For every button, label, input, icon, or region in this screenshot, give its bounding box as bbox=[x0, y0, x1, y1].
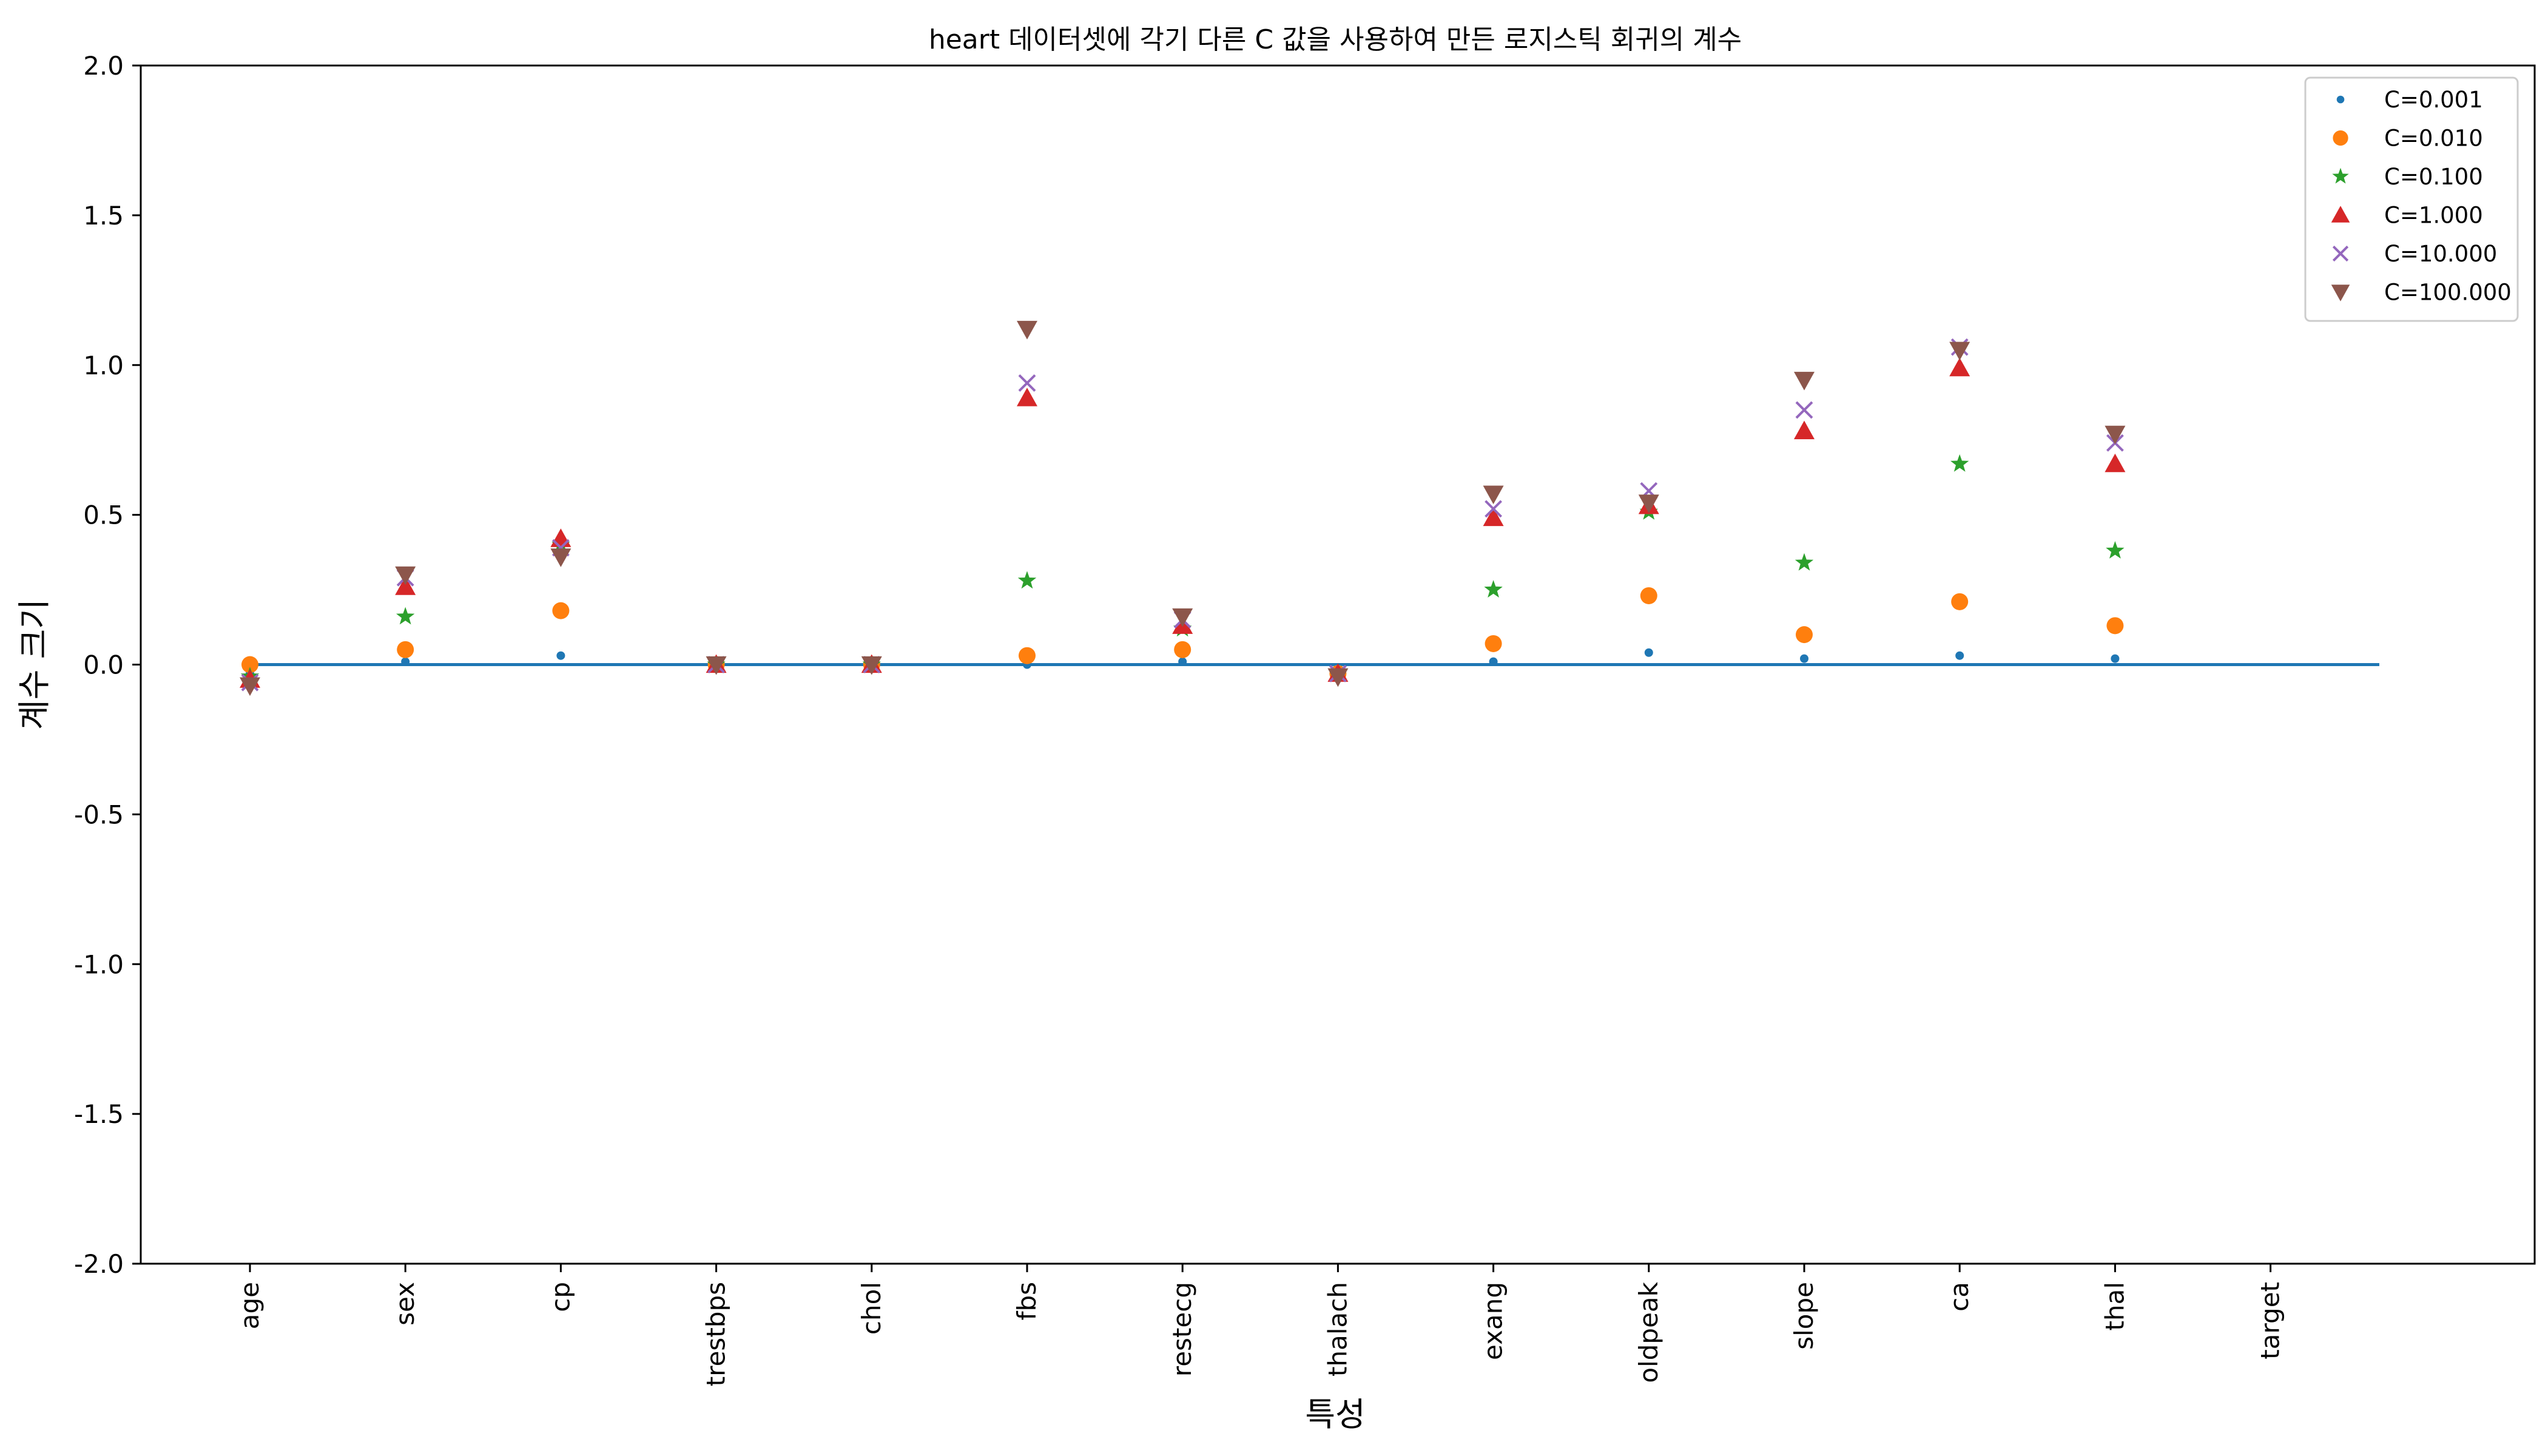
data-point-5-exang bbox=[1483, 485, 1504, 505]
y-tick-label: -0.5 bbox=[74, 800, 124, 829]
data-point-3-fbs bbox=[1017, 388, 1037, 406]
legend-marker-5 bbox=[2331, 285, 2350, 302]
data-point-0-oldpeak bbox=[1644, 648, 1653, 657]
data-point-5-oldpeak bbox=[1638, 494, 1659, 513]
x-tick-label-slope: slope bbox=[1789, 1282, 1819, 1350]
data-point-1-slope bbox=[1796, 626, 1813, 644]
legend-marker-2 bbox=[2332, 167, 2349, 184]
x-axis-label: 특성 bbox=[1305, 1395, 1365, 1434]
legend-label-2: C=0.100 bbox=[2384, 164, 2483, 190]
data-point-0-slope bbox=[1800, 654, 1808, 663]
x-tick-label-oldpeak: oldpeak bbox=[1634, 1281, 1663, 1383]
y-tick-label: 1.0 bbox=[83, 351, 124, 380]
legend-label-3: C=1.000 bbox=[2384, 203, 2483, 229]
y-axis-label: 계수 크기 bbox=[15, 599, 53, 730]
data-point-5-age bbox=[240, 677, 260, 696]
data-point-5-trestbps bbox=[706, 656, 727, 675]
legend-marker-0 bbox=[2336, 95, 2345, 104]
data-point-5-fbs bbox=[1017, 320, 1037, 340]
data-point-0-ca bbox=[1955, 651, 1964, 660]
y-tick-label: 1.5 bbox=[83, 201, 124, 231]
data-point-1-exang bbox=[1485, 635, 1502, 652]
legend-label-1: C=0.010 bbox=[2384, 126, 2483, 152]
plot-area: -2.0 -1.5 -1.0 -0.5 0.0 0.5 1.0 1.5 2.0 age sex cp t… bbox=[74, 51, 2536, 1386]
y-tick-label: -1.5 bbox=[74, 1099, 124, 1129]
legend: C=0.001 C=0.010 C=0.100 C=1.000 C=10.000 C=10… bbox=[2304, 76, 2519, 322]
y-tick-label: 0.5 bbox=[83, 500, 124, 530]
data-point-2-thal bbox=[2106, 541, 2125, 559]
legend-label-0: C=0.001 bbox=[2384, 87, 2483, 113]
y-tick-label: -1.0 bbox=[74, 949, 124, 979]
data-point-4-slope bbox=[1795, 401, 1813, 419]
x-tick-label-target: target bbox=[2256, 1282, 2285, 1360]
data-point-0-sex bbox=[401, 657, 410, 666]
data-point-1-fbs bbox=[1019, 647, 1036, 664]
x-tick-label-chol: chol bbox=[857, 1282, 886, 1335]
y-tick-label: -2.0 bbox=[74, 1249, 124, 1279]
legend-marker-3 bbox=[2331, 206, 2350, 223]
data-point-4-exang bbox=[1485, 500, 1503, 518]
data-point-0-cp bbox=[556, 651, 565, 660]
data-point-1-age bbox=[241, 656, 258, 673]
data-point-1-thal bbox=[2106, 617, 2124, 635]
data-point-3-sex bbox=[395, 576, 416, 595]
data-point-1-ca bbox=[1951, 593, 1969, 610]
data-point-3-thal bbox=[2105, 453, 2126, 473]
chart-title: heart 데이터셋에 각기 다른 C 값을 사용하여 만든 로지스틱 회귀의 … bbox=[929, 24, 1742, 55]
legend-marker-4 bbox=[2332, 245, 2349, 262]
data-point-5-thalach bbox=[1327, 668, 1349, 687]
legend-marker-1 bbox=[2333, 130, 2348, 146]
data-point-3-slope bbox=[1794, 420, 1815, 439]
data-point-5-thal bbox=[2105, 425, 2126, 445]
data-point-1-sex bbox=[397, 641, 414, 658]
x-tick-label-thalach: thalach bbox=[1323, 1282, 1352, 1377]
data-point-3-ca bbox=[1949, 357, 1970, 377]
data-point-5-cp bbox=[550, 548, 571, 567]
data-point-0-exang bbox=[1489, 657, 1498, 666]
data-point-3-exang bbox=[1483, 507, 1504, 527]
x-tick-label-cp: cp bbox=[545, 1282, 575, 1312]
data-point-1-oldpeak bbox=[1640, 587, 1657, 604]
data-point-2-sex bbox=[396, 607, 415, 625]
x-tick-label-trestbps: trestbps bbox=[701, 1282, 731, 1386]
data-point-2-ca bbox=[1950, 454, 1969, 472]
data-point-0-thal bbox=[2111, 654, 2120, 663]
data-point-5-ca bbox=[1949, 342, 1970, 361]
x-tick-label-exang: exang bbox=[1478, 1282, 1508, 1360]
x-tick-label-thal: thal bbox=[2100, 1282, 2129, 1331]
data-point-1-restecg bbox=[1174, 641, 1191, 658]
legend-label-4: C=10.000 bbox=[2384, 241, 2497, 267]
data-point-5-restecg bbox=[1172, 608, 1193, 627]
data-point-5-chol bbox=[861, 656, 882, 675]
x-tick-label-sex: sex bbox=[390, 1282, 420, 1326]
data-point-2-exang bbox=[1484, 580, 1503, 598]
data-point-2-fbs bbox=[1017, 571, 1037, 589]
data-point-2-slope bbox=[1795, 553, 1814, 571]
data-point-5-slope bbox=[1794, 371, 1815, 391]
data-point-0-restecg bbox=[1178, 657, 1187, 666]
x-tick-label-age: age bbox=[235, 1282, 265, 1329]
x-tick-label-restecg: restecg bbox=[1167, 1282, 1197, 1377]
data-point-1-cp bbox=[552, 602, 570, 619]
y-tick-label: 2.0 bbox=[83, 51, 124, 81]
legend-box bbox=[2304, 76, 2519, 322]
x-tick-label-ca: ca bbox=[1944, 1282, 1974, 1312]
legend-label-5: C=100.000 bbox=[2384, 280, 2512, 306]
data-point-4-fbs bbox=[1018, 374, 1036, 392]
data-point-5-sex bbox=[395, 566, 416, 585]
x-tick-label-fbs: fbs bbox=[1012, 1282, 1042, 1320]
y-tick-label: 0.0 bbox=[83, 650, 124, 680]
